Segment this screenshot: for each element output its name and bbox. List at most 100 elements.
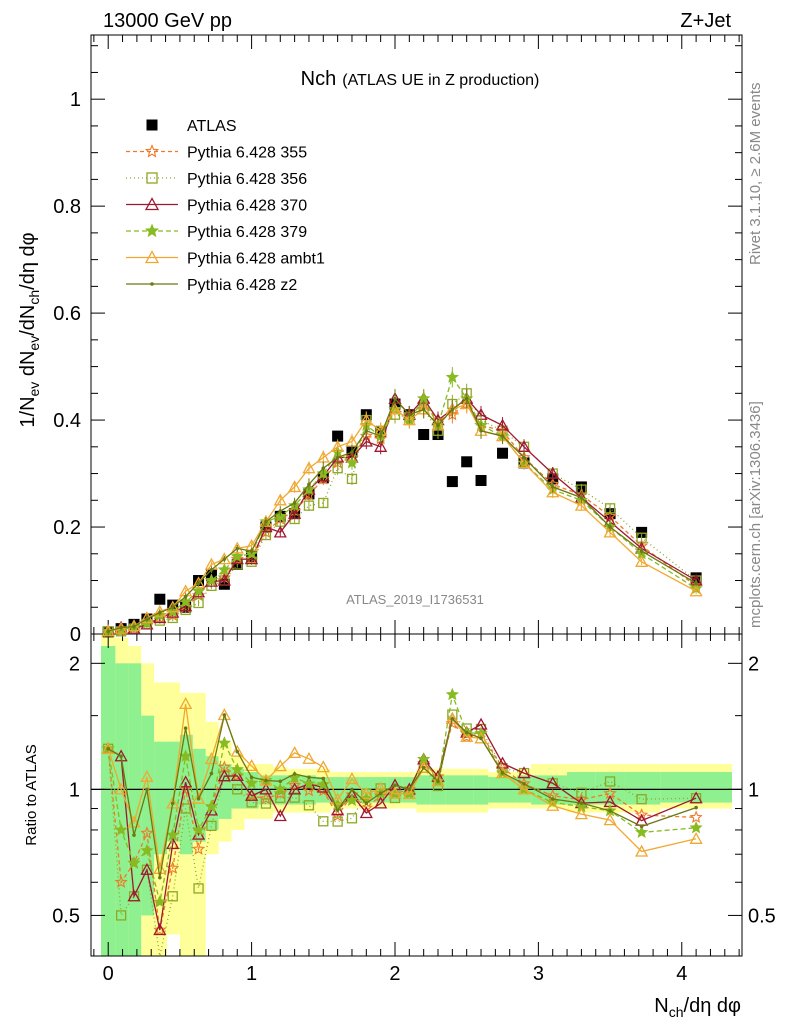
- ratio-point: [460, 729, 474, 742]
- data-point: [292, 501, 297, 505]
- ratio-point: [635, 825, 649, 838]
- data-point: [475, 475, 487, 487]
- legend-marker: [150, 282, 154, 286]
- ratio-tick-label-right: 0.5: [748, 905, 776, 927]
- data-point: [479, 428, 483, 433]
- data-point: [694, 581, 698, 585]
- data-point: [119, 625, 123, 630]
- legend-label: Pythia 6.428 ambt1: [187, 251, 325, 268]
- ratio-point: [244, 759, 259, 772]
- ratio-tick-label-right: 2: [748, 653, 759, 675]
- legend-label: Pythia 6.428 370: [187, 198, 307, 215]
- legend-entry-1: Pythia 6.428 355: [126, 144, 307, 162]
- data-point: [445, 370, 459, 383]
- data-point: [204, 573, 219, 587]
- ratio-point: [522, 781, 526, 786]
- data-point: [106, 629, 111, 634]
- ratio-point: [114, 749, 128, 762]
- band-green-33: [624, 772, 661, 805]
- ratio-point: [639, 824, 644, 829]
- ratio-point: [321, 776, 326, 781]
- ratio-point: [217, 769, 231, 782]
- data-point: [497, 447, 509, 459]
- data-point: [436, 423, 440, 428]
- data-point: [550, 485, 555, 489]
- data-point: [288, 480, 302, 493]
- data-point: [579, 495, 584, 500]
- data-point: [522, 455, 526, 460]
- x-tick-label: 4: [676, 963, 687, 985]
- data-point: [418, 429, 430, 441]
- ratio-point: [335, 808, 340, 812]
- ratio-point: [307, 775, 311, 780]
- ratio-point: [191, 842, 206, 855]
- ratio-point: [222, 713, 227, 717]
- data-point: [517, 456, 531, 469]
- ratio-point: [106, 746, 111, 751]
- legend-entry-6: Pythia 6.428 z2: [126, 277, 297, 294]
- legend-marker: [144, 250, 160, 264]
- data-point: [154, 593, 166, 605]
- data-series: [101, 367, 703, 957]
- ratio-point: [230, 744, 244, 757]
- ratio-point: [288, 778, 302, 791]
- ratio-point: [288, 782, 302, 795]
- ratio-tick-label: 0.5: [52, 905, 80, 927]
- data-point: [393, 396, 397, 401]
- legend-marker: [144, 144, 160, 158]
- ratio-point: [402, 787, 416, 800]
- data-point: [145, 617, 149, 621]
- ratio-point: [495, 766, 510, 779]
- data-point: [191, 584, 206, 597]
- ratio-point: [636, 794, 647, 805]
- ratio-point: [332, 816, 343, 827]
- x-tick-label: 1: [246, 963, 257, 985]
- ratio-point: [245, 776, 259, 789]
- data-point: [278, 509, 283, 513]
- data-point: [302, 487, 316, 501]
- ratio-point: [689, 810, 703, 824]
- legend-label: Pythia 6.428 356: [187, 171, 307, 188]
- data-point: [288, 506, 302, 519]
- ratio-point: [316, 777, 330, 791]
- ratio-point: [119, 754, 123, 759]
- legend-marker: [146, 119, 158, 131]
- ratio-line-1: [107, 721, 697, 931]
- ratio-point: [331, 792, 345, 805]
- data-point: [196, 581, 201, 585]
- data-point: [230, 549, 244, 563]
- ratio-point: [183, 726, 188, 730]
- ratio-point: [209, 771, 214, 776]
- ratio-point: [170, 801, 175, 806]
- legend-entry-0: ATLAS: [146, 118, 237, 135]
- ratio-point: [603, 813, 617, 826]
- band-green-2: [128, 663, 142, 956]
- ratio-line-5: [107, 703, 697, 869]
- ratio-axis-label: Ratio to ATLAS: [23, 744, 40, 845]
- ratio-panel-frame: [90, 633, 743, 957]
- ratio-point: [260, 798, 272, 809]
- data-point: [603, 525, 617, 538]
- ratio-point: [217, 736, 231, 749]
- ratio-point: [345, 772, 359, 785]
- data-point: [222, 557, 227, 561]
- data-point: [364, 428, 369, 433]
- data-point: [193, 597, 204, 609]
- title-sub: (ATLAS UE in Z production): [342, 72, 539, 89]
- y-tick-label: 0.6: [53, 303, 81, 325]
- ratio-point: [500, 771, 505, 775]
- legend-marker: [146, 172, 158, 184]
- ratio-point: [436, 779, 440, 784]
- ratio-point: [193, 883, 204, 894]
- ratio-point: [546, 776, 560, 789]
- data-point: [346, 473, 358, 485]
- title-main: Nch: [301, 68, 337, 90]
- data-point: [402, 413, 416, 426]
- ratio-point: [196, 796, 201, 801]
- ratio-point: [450, 717, 455, 721]
- ratio-point: [140, 769, 154, 782]
- ratio-point: [230, 769, 244, 782]
- data-point: [249, 549, 254, 553]
- ratio-point: [166, 837, 180, 850]
- ratio-point: [179, 697, 193, 710]
